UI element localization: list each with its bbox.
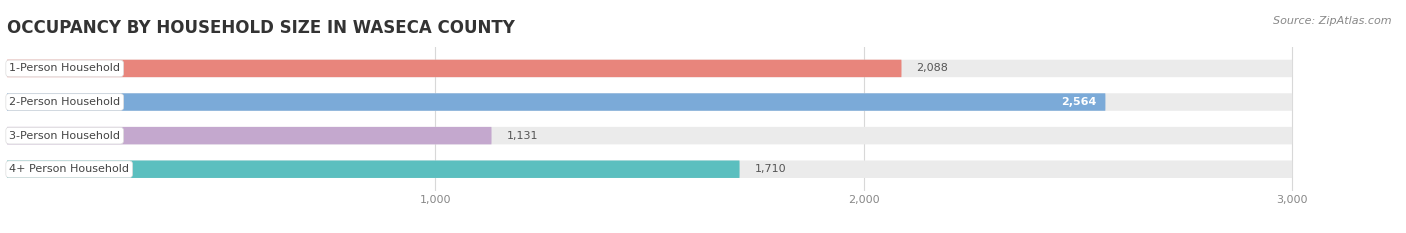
Text: Source: ZipAtlas.com: Source: ZipAtlas.com [1274,16,1392,26]
Text: 1,710: 1,710 [755,164,786,174]
FancyBboxPatch shape [7,127,492,144]
FancyBboxPatch shape [7,93,1292,111]
Text: 2,088: 2,088 [917,63,949,73]
FancyBboxPatch shape [7,161,1292,178]
Text: 1,131: 1,131 [506,131,538,141]
FancyBboxPatch shape [7,161,740,178]
Text: 2-Person Household: 2-Person Household [10,97,121,107]
Text: 3-Person Household: 3-Person Household [10,131,120,141]
Text: OCCUPANCY BY HOUSEHOLD SIZE IN WASECA COUNTY: OCCUPANCY BY HOUSEHOLD SIZE IN WASECA CO… [7,19,515,37]
Text: 2,564: 2,564 [1062,97,1097,107]
Text: 1-Person Household: 1-Person Household [10,63,120,73]
FancyBboxPatch shape [7,60,1292,77]
Text: 4+ Person Household: 4+ Person Household [10,164,129,174]
FancyBboxPatch shape [7,127,1292,144]
FancyBboxPatch shape [7,60,901,77]
FancyBboxPatch shape [7,93,1105,111]
